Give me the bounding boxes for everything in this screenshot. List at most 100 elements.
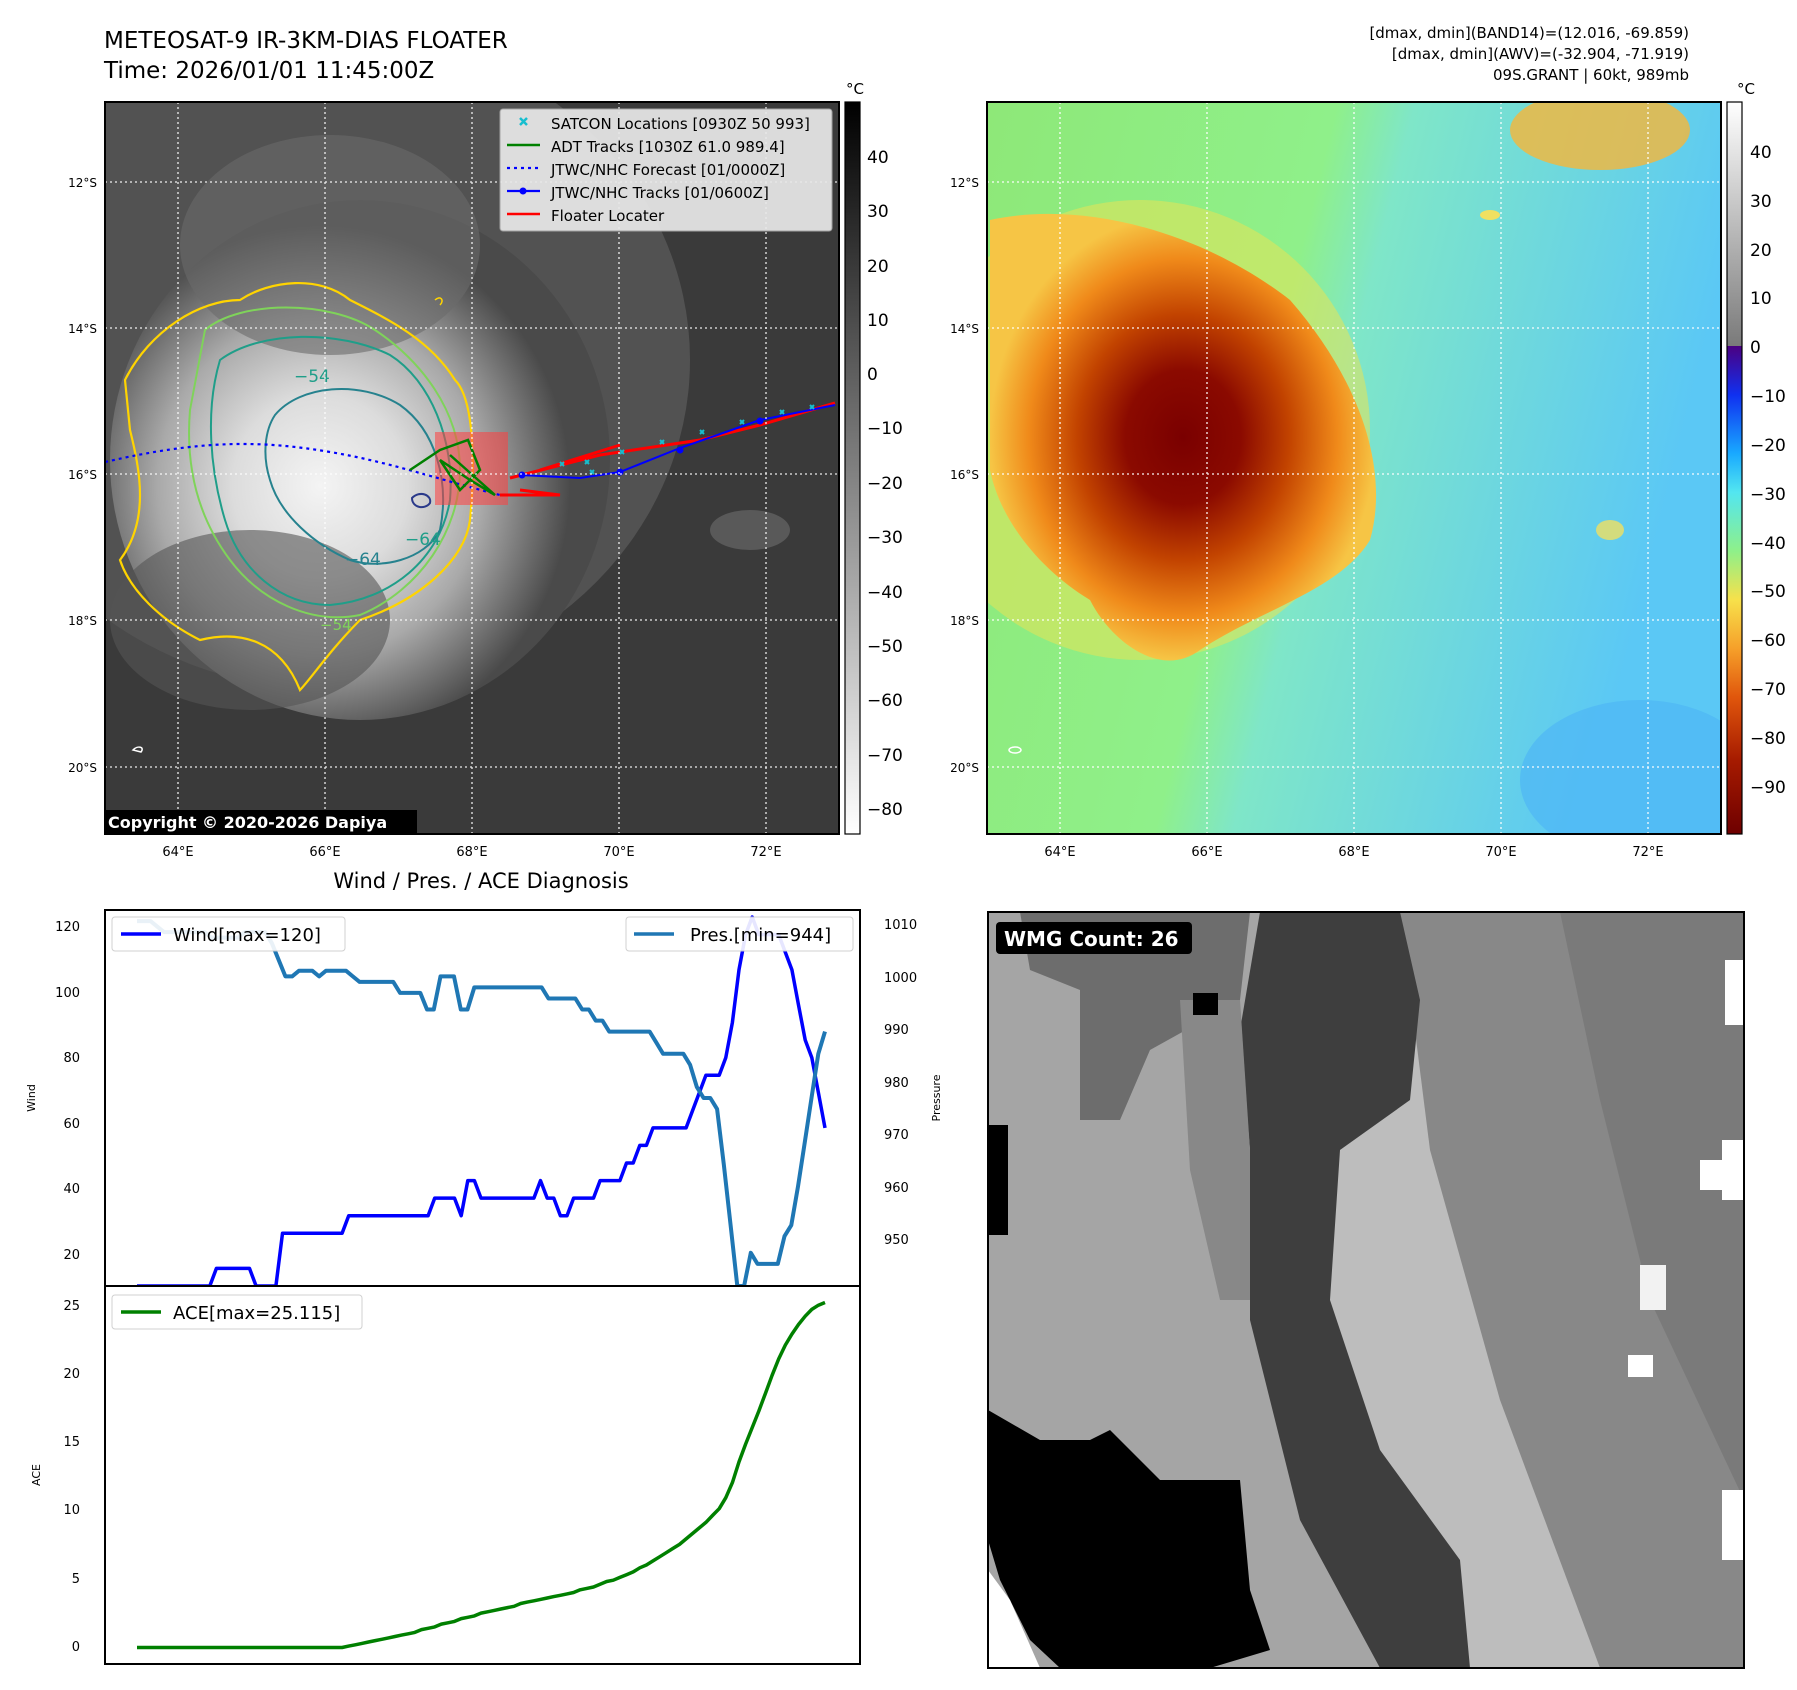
wind-legend: Wind[max=120] — [173, 925, 321, 946]
copyright-badge — [104, 810, 417, 834]
pressure-tick: 1010 — [884, 918, 917, 933]
ir-cbar-tick: −30 — [867, 528, 903, 548]
ir-cbar-tick: −40 — [867, 583, 903, 603]
lat-label: 16°S — [950, 468, 979, 482]
ir-cbar-tick: 0 — [867, 365, 878, 385]
color-cbar-tick: 40 — [1750, 143, 1772, 163]
wind-tick: 40 — [63, 1182, 80, 1197]
pressure-tick: 990 — [884, 1023, 909, 1038]
timestamp: Time: 2026/01/01 11:45:00Z — [104, 58, 435, 84]
ace-tick: 15 — [63, 1435, 80, 1450]
jtwc-track-point — [518, 471, 526, 479]
ir-colorbar-unit: °C — [846, 80, 864, 98]
ace-tick: 10 — [63, 1503, 80, 1518]
wind-tick: 120 — [55, 920, 80, 935]
contour-label-4: −54 — [320, 616, 352, 634]
ir-cbar-tick: −80 — [867, 800, 903, 820]
wind-tick: 60 — [63, 1117, 80, 1132]
color-cbar-tick: 10 — [1750, 289, 1772, 309]
ir-cbar-tick: −70 — [867, 746, 903, 766]
jtwc-track — [519, 404, 836, 480]
awv-stats: [dmax, dmin](AWV)=(-32.904, -71.919) — [1391, 45, 1689, 63]
wind-tick: 80 — [63, 1051, 80, 1066]
lon-label: 66°E — [309, 845, 340, 860]
ace-tick: 25 — [63, 1299, 80, 1314]
ace-legend: ACE[max=25.115] — [173, 1303, 340, 1324]
satcon-legend-marker — [519, 117, 528, 126]
ace-panel: 0 5 10 15 20 25 ACE ACE[max=25.115] — [30, 1285, 861, 1665]
color-grid — [987, 102, 1721, 834]
ir-colorbar: °C 40 30 20 10 0 −10 −20 −30 −40 −50 −60… — [844, 80, 903, 835]
contour-dark-teal — [264, 388, 444, 565]
lon-label: 70°E — [1485, 845, 1516, 860]
wind-ticks: 20 40 60 80 100 120 — [55, 920, 80, 1263]
contour-navy — [410, 492, 432, 509]
lon-label: 68°E — [1338, 845, 1369, 860]
pressure-legend-box — [625, 916, 854, 952]
lat-label: 20°S — [68, 761, 97, 775]
ir-cbar-tick: 10 — [867, 311, 889, 331]
ir-lon-labels: 64°E 66°E 68°E 70°E 72°E — [162, 845, 781, 860]
ir-lat-labels: 12°S 14°S 16°S 18°S 20°S — [68, 176, 97, 775]
storm-info: 09S.GRANT | 60kt, 989mb — [1492, 66, 1689, 84]
band14-stats: [dmax, dmin](BAND14)=(12.016, -69.859) — [1369, 24, 1689, 42]
wind-marks — [137, 915, 827, 1288]
color-cbar-tick: −50 — [1750, 582, 1786, 602]
lon-label: 72°E — [1632, 845, 1663, 860]
ace-marks — [137, 1300, 826, 1650]
wind-axis-label: Wind — [25, 1084, 38, 1112]
page-title: METEOSAT-9 IR-3KM-DIAS FLOATER — [104, 28, 508, 54]
color-cbar-tick: −70 — [1750, 680, 1786, 700]
wmg-panel: WMG Count: 26 — [987, 911, 1745, 1669]
lon-label: 64°E — [1044, 845, 1075, 860]
wind-tick: 100 — [55, 986, 80, 1001]
color-cbar-tick: 20 — [1750, 241, 1772, 261]
diagnosis-title: Wind / Pres. / ACE Diagnosis — [333, 869, 628, 893]
wind-line — [137, 915, 827, 1288]
ace-tick: 5 — [72, 1572, 80, 1587]
lat-label: 14°S — [68, 322, 97, 336]
color-cbar-tick: −10 — [1750, 387, 1786, 407]
wind-tick: 20 — [63, 1248, 80, 1263]
wmg-count-badge — [996, 922, 1192, 954]
contour-label-2: −64 — [405, 530, 441, 550]
pressure-tick: 950 — [884, 1233, 909, 1248]
lon-label: 66°E — [1191, 845, 1222, 860]
color-cbar-tick: −90 — [1750, 778, 1786, 798]
contour-light-green — [188, 306, 462, 619]
color-cbar-tick: −40 — [1750, 534, 1786, 554]
copyright-text: Copyright © 2020-2026 Dapiya — [108, 813, 387, 832]
pressure-tick: 960 — [884, 1181, 909, 1196]
pressure-legend: Pres.[min=944] — [690, 925, 831, 946]
ir-map: −54 −64 −64 −54 — [68, 101, 840, 860]
contour-yellow — [118, 282, 474, 692]
color-colorbar: °C 40 30 20 10 0 −10 −20 −30 −40 −50 −60… — [1726, 80, 1786, 835]
wind-legend-box — [111, 916, 346, 952]
color-cbar-tick: −80 — [1750, 729, 1786, 749]
legend-locater: Floater Locater — [551, 207, 665, 225]
contour-label-1: −54 — [294, 367, 330, 387]
legend-adt: ADT Tracks [1030Z 61.0 989.4] — [551, 138, 785, 156]
lon-label: 68°E — [456, 845, 487, 860]
ir-cbar-tick: −20 — [867, 474, 903, 494]
color-colorbar-unit: °C — [1737, 80, 1755, 98]
color-cbar-tick: −20 — [1750, 436, 1786, 456]
lat-label: 12°S — [68, 176, 97, 190]
pressure-tick: 980 — [884, 1076, 909, 1091]
lat-label: 16°S — [68, 468, 97, 482]
jtwc-track-point — [676, 446, 684, 454]
lat-label: 12°S — [950, 176, 979, 190]
pressure-tick: 1000 — [884, 971, 917, 986]
ir-cbar-tick: 40 — [867, 148, 889, 168]
pressure-tick: 970 — [884, 1128, 909, 1143]
color-map: 12°S 14°S 16°S 18°S 20°S 64°E 66°E 68°E … — [950, 101, 1722, 860]
pressure-axis-label: Pressure — [930, 1074, 943, 1121]
ace-ticks: 0 5 10 15 20 25 — [63, 1299, 80, 1655]
ace-axis-label: ACE — [30, 1464, 43, 1486]
lon-label: 72°E — [750, 845, 781, 860]
color-cbar-tick: −30 — [1750, 485, 1786, 505]
legend-satcon: SATCON Locations [0930Z 50 993] — [551, 115, 810, 133]
lat-label: 18°S — [68, 614, 97, 628]
wind-pressure-panel: 20 40 60 80 100 120 Wind 950 960 970 980… — [25, 909, 943, 1288]
